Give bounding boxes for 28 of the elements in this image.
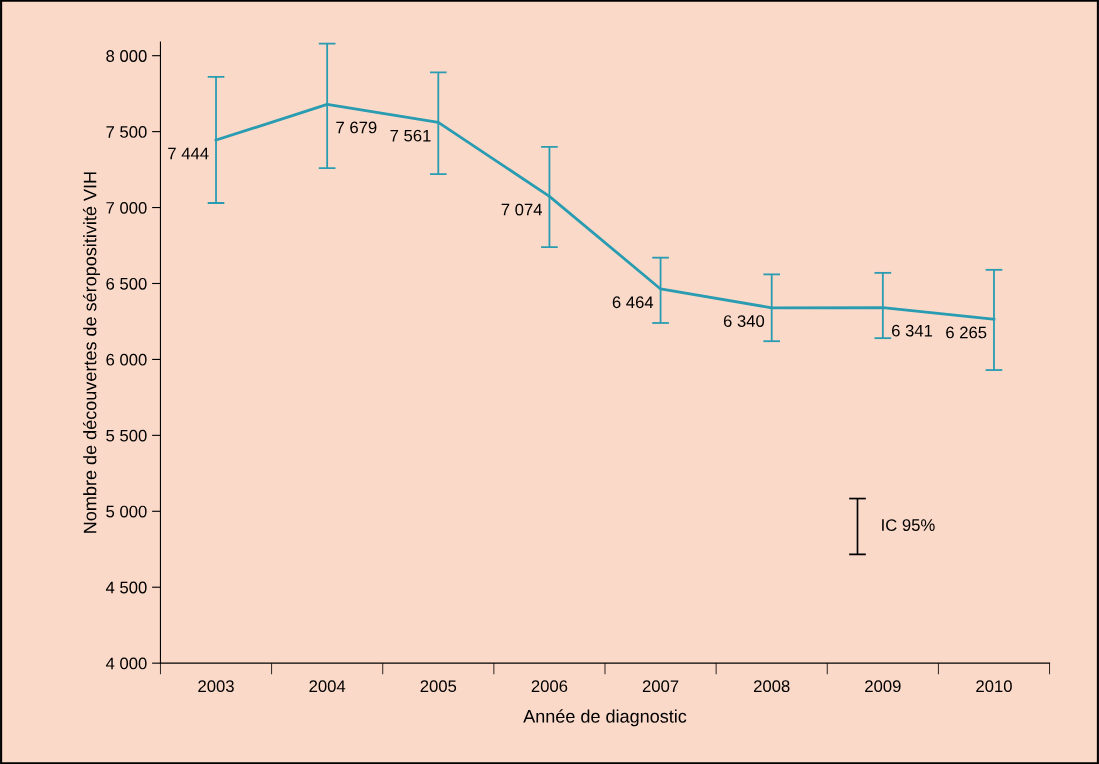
y-tick-label: 4 500 <box>105 581 147 594</box>
y-tick-label: 5 500 <box>106 429 147 442</box>
data-label: 6 464 <box>612 296 654 309</box>
data-label: 7 679 <box>336 121 377 134</box>
y-axis-title: Nombre de découvertes de séropositivité VIH <box>82 172 100 533</box>
y-tick-label: 6 500 <box>106 277 147 290</box>
data-label: 6 265 <box>946 326 987 339</box>
data-label: 7 444 <box>168 147 209 160</box>
x-tick-label: 2006 <box>531 680 568 693</box>
x-tick-label: 2004 <box>309 680 346 693</box>
x-tick-label: 2009 <box>865 680 901 693</box>
x-tick-label: 2008 <box>754 680 790 693</box>
x-tick-label: 2010 <box>976 680 1012 693</box>
data-label: 7 561 <box>390 129 431 142</box>
x-tick-label: 2007 <box>642 680 679 693</box>
data-label: 6 340 <box>723 315 765 327</box>
x-tick-label: 2005 <box>420 680 457 693</box>
data-label: 7 074 <box>501 203 542 216</box>
y-tick-label: 6 000 <box>106 353 147 366</box>
data-label: 6 341 <box>892 324 933 337</box>
y-tick-label: 7 500 <box>106 126 147 138</box>
y-tick-label: 8 000 <box>106 50 147 62</box>
y-tick-label: 4 000 <box>105 657 147 670</box>
x-axis-title: Année de diagnostic <box>523 709 687 727</box>
x-tick-label: 2003 <box>198 680 234 693</box>
y-tick-label: 7 000 <box>106 201 147 214</box>
annotation: IC 95% <box>882 519 935 531</box>
y-tick-label: 5 000 <box>106 505 147 518</box>
